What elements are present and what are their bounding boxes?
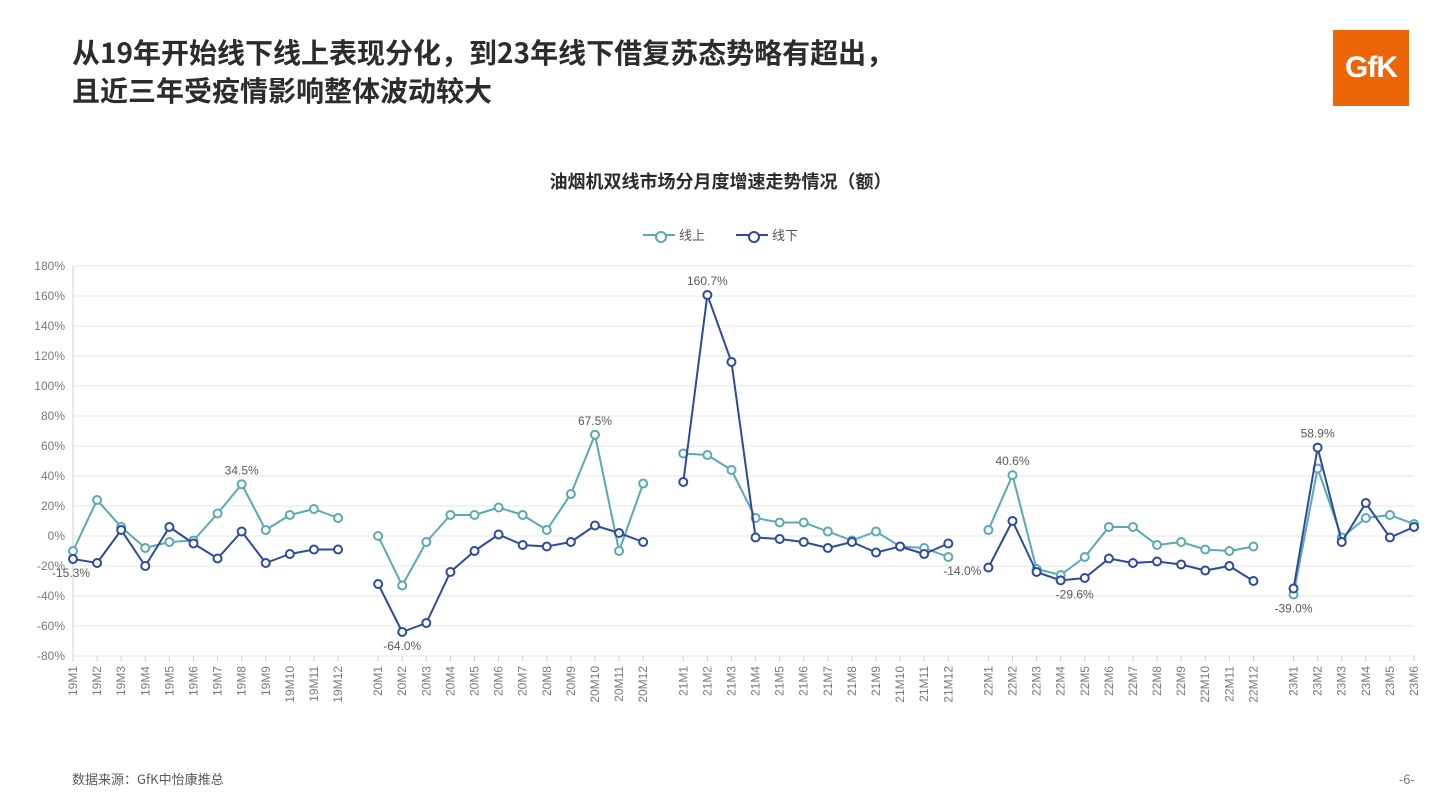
svg-text:120%: 120% — [34, 349, 65, 363]
svg-text:19M6: 19M6 — [186, 666, 200, 696]
svg-text:21M2: 21M2 — [700, 666, 714, 696]
legend-item-online: 线上 — [643, 225, 705, 244]
page-title: 从19年开始线下线上表现分化，到23年线下借复苏态势略有超出， 且近三年受疫情影… — [72, 34, 1112, 110]
legend-label-offline: 线下 — [772, 225, 798, 244]
svg-text:21M6: 21M6 — [797, 666, 811, 696]
svg-text:40%: 40% — [41, 469, 65, 483]
svg-text:23M6: 23M6 — [1407, 666, 1420, 696]
svg-text:21M10: 21M10 — [893, 666, 907, 703]
svg-text:22M1: 22M1 — [981, 666, 995, 696]
svg-text:-14.0%: -14.0% — [943, 564, 981, 578]
svg-text:22M9: 22M9 — [1174, 666, 1188, 696]
svg-text:140%: 140% — [34, 319, 65, 333]
svg-text:22M4: 22M4 — [1054, 666, 1068, 696]
svg-text:23M4: 23M4 — [1359, 666, 1373, 696]
chart-subtitle: 油烟机双线市场分月度增速走势情况（额） — [0, 168, 1441, 194]
svg-text:19M1: 19M1 — [66, 666, 80, 696]
svg-text:60%: 60% — [41, 439, 65, 453]
svg-text:20M5: 20M5 — [468, 666, 482, 696]
svg-text:21M9: 21M9 — [869, 666, 883, 696]
title-line1: 从19年开始线下线上表现分化，到23年线下借复苏态势略有超出， — [72, 32, 894, 72]
svg-text:20M10: 20M10 — [588, 666, 602, 703]
chart-legend: 线上 线下 — [0, 225, 1441, 246]
svg-text:19M10: 19M10 — [283, 666, 297, 703]
svg-text:20M11: 20M11 — [612, 666, 626, 702]
svg-text:-39.0%: -39.0% — [1275, 602, 1313, 616]
svg-text:-60%: -60% — [37, 619, 65, 633]
svg-text:-64.0%: -64.0% — [383, 639, 421, 653]
svg-text:19M5: 19M5 — [162, 666, 176, 696]
svg-text:23M3: 23M3 — [1335, 666, 1349, 696]
svg-text:19M9: 19M9 — [259, 666, 273, 696]
svg-text:22M10: 22M10 — [1198, 666, 1212, 703]
chart-svg: -80%-60%-40%-20%0%20%40%60%80%100%120%14… — [25, 258, 1420, 728]
svg-text:80%: 80% — [41, 409, 65, 423]
svg-text:22M12: 22M12 — [1246, 666, 1260, 703]
svg-text:-40%: -40% — [37, 589, 65, 603]
svg-text:100%: 100% — [34, 379, 65, 393]
svg-text:21M8: 21M8 — [845, 666, 859, 696]
svg-text:22M5: 22M5 — [1078, 666, 1092, 696]
legend-mark-online — [643, 228, 675, 242]
title-line2: 且近三年受疫情影响整体波动较大 — [72, 70, 492, 110]
svg-text:19M12: 19M12 — [331, 666, 345, 703]
data-source: 数据来源：GfK中怡康推总 — [72, 769, 224, 788]
svg-text:19M3: 19M3 — [114, 666, 128, 696]
svg-text:180%: 180% — [34, 259, 65, 273]
gfk-logo-text: GfK — [1345, 51, 1397, 85]
svg-text:20M8: 20M8 — [540, 666, 554, 696]
svg-text:67.5%: 67.5% — [578, 414, 612, 428]
svg-text:23M5: 23M5 — [1383, 666, 1397, 696]
svg-text:23M2: 23M2 — [1311, 666, 1325, 696]
svg-text:-15.3%: -15.3% — [52, 566, 90, 580]
svg-text:19M2: 19M2 — [90, 666, 104, 696]
svg-text:160%: 160% — [34, 289, 65, 303]
gfk-logo: GfK — [1333, 30, 1409, 106]
svg-text:20M9: 20M9 — [564, 666, 578, 696]
svg-text:21M1: 21M1 — [676, 666, 690, 696]
svg-text:20M6: 20M6 — [492, 666, 506, 696]
svg-text:22M7: 22M7 — [1126, 666, 1140, 696]
svg-text:-29.6%: -29.6% — [1056, 587, 1094, 601]
svg-text:-80%: -80% — [37, 649, 65, 663]
svg-text:23M1: 23M1 — [1287, 666, 1301, 696]
svg-text:22M6: 22M6 — [1102, 666, 1116, 696]
legend-label-online: 线上 — [679, 225, 705, 244]
svg-text:34.5%: 34.5% — [225, 463, 259, 477]
svg-text:21M4: 21M4 — [749, 666, 763, 696]
svg-text:20M3: 20M3 — [419, 666, 433, 696]
svg-text:21M11: 21M11 — [917, 666, 931, 702]
chart-container: -80%-60%-40%-20%0%20%40%60%80%100%120%14… — [25, 258, 1420, 728]
svg-text:20M7: 20M7 — [516, 666, 530, 696]
legend-item-offline: 线下 — [736, 225, 798, 244]
svg-text:20%: 20% — [41, 499, 65, 513]
svg-text:20M1: 20M1 — [371, 666, 385, 696]
svg-text:58.9%: 58.9% — [1301, 427, 1335, 441]
svg-text:20M2: 20M2 — [395, 666, 409, 696]
svg-text:21M7: 21M7 — [821, 666, 835, 696]
svg-text:40.6%: 40.6% — [995, 454, 1029, 468]
svg-text:19M7: 19M7 — [211, 666, 225, 696]
svg-text:22M8: 22M8 — [1150, 666, 1164, 696]
svg-text:160.7%: 160.7% — [687, 274, 728, 288]
legend-mark-offline — [736, 228, 768, 242]
svg-text:19M11: 19M11 — [307, 666, 321, 702]
svg-text:22M11: 22M11 — [1222, 666, 1236, 702]
svg-text:22M3: 22M3 — [1030, 666, 1044, 696]
svg-text:19M8: 19M8 — [235, 666, 249, 696]
page-number: -6- — [1399, 769, 1415, 788]
svg-text:21M5: 21M5 — [773, 666, 787, 696]
svg-text:20M4: 20M4 — [443, 666, 457, 696]
svg-text:20M12: 20M12 — [636, 666, 650, 703]
svg-text:21M3: 21M3 — [724, 666, 738, 696]
svg-text:21M12: 21M12 — [941, 666, 955, 703]
svg-text:0%: 0% — [48, 529, 66, 543]
svg-text:22M2: 22M2 — [1005, 666, 1019, 696]
svg-text:19M4: 19M4 — [138, 666, 152, 696]
